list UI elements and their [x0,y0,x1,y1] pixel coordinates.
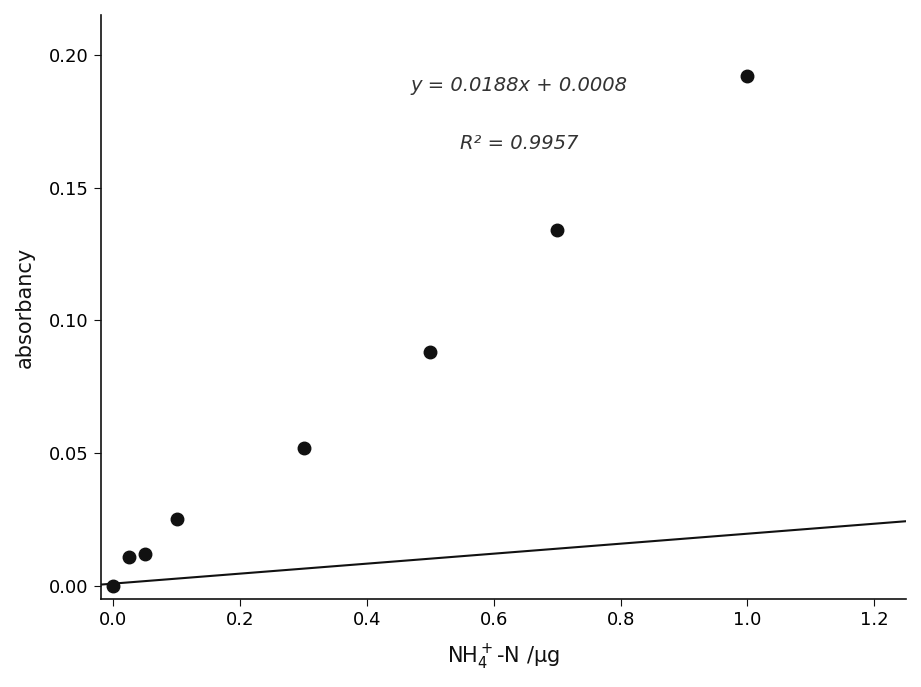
Point [423,347,437,358]
X-axis label: NH$_4^+$-N /μg: NH$_4^+$-N /μg [447,643,560,672]
Point [169,514,184,525]
Point [550,225,565,236]
Point [297,442,311,453]
Point [122,551,136,562]
Point [106,581,121,592]
Text: R² = 0.9957: R² = 0.9957 [460,134,578,153]
Y-axis label: absorbancy: absorbancy [15,247,35,368]
Text: y = 0.0188x + 0.0008: y = 0.0188x + 0.0008 [411,76,628,95]
Point [740,71,755,82]
Point [137,548,152,559]
